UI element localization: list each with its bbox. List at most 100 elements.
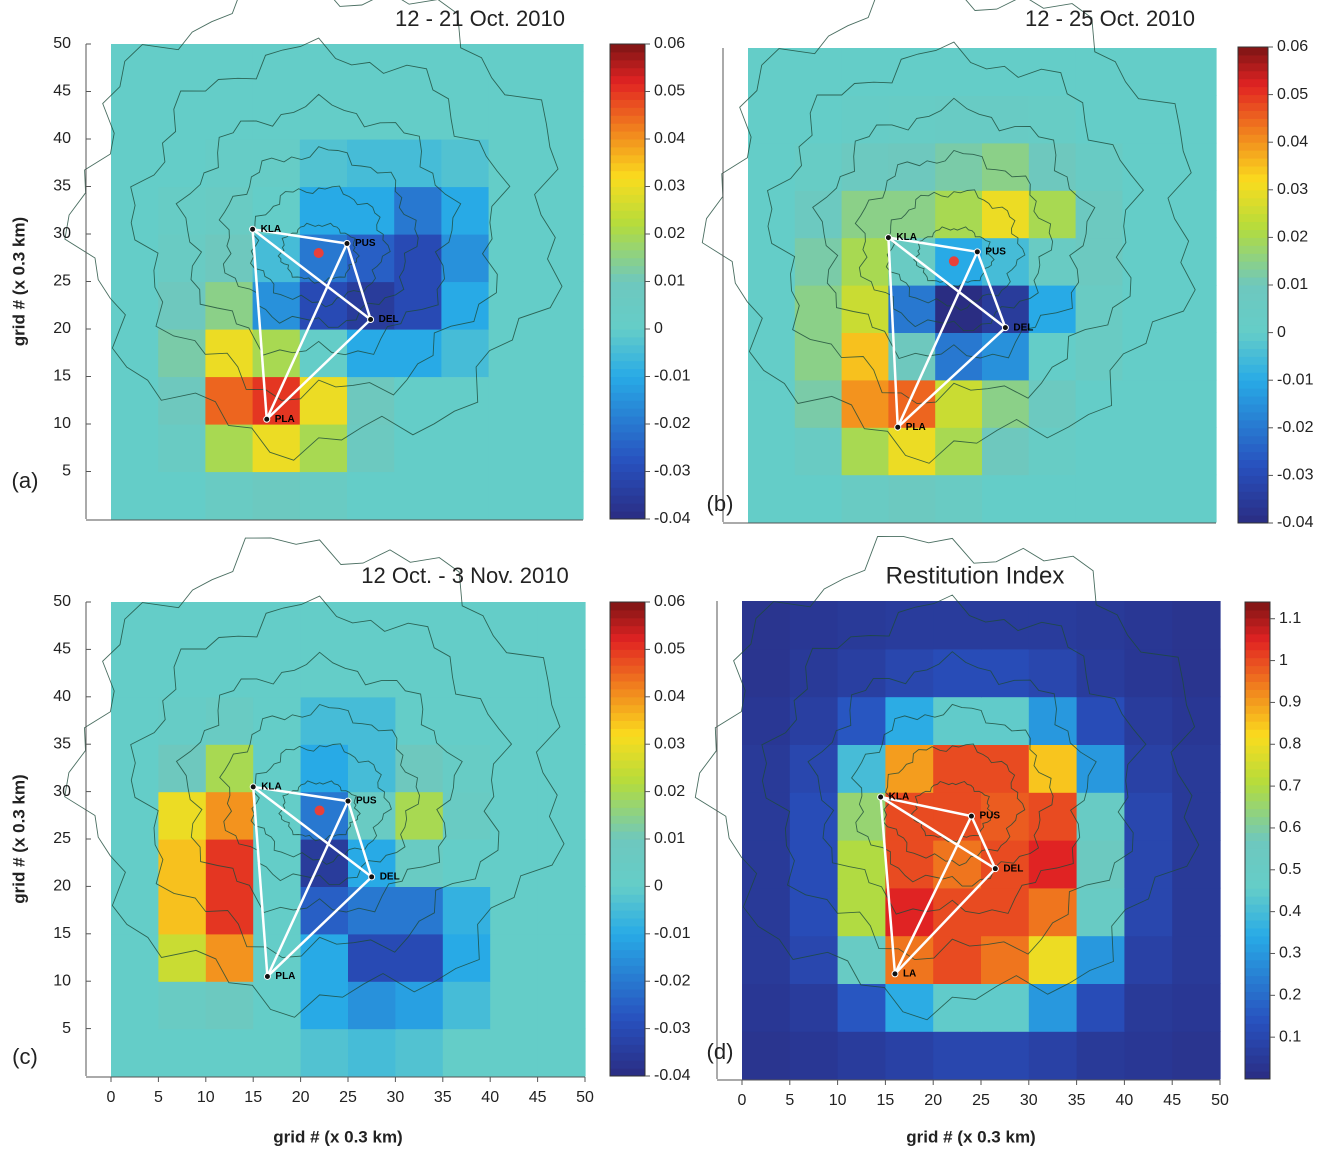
y-tick-label: 50	[53, 593, 71, 610]
colorbar-step	[610, 400, 645, 409]
station-label: DEL	[379, 314, 399, 325]
colorbar-step	[610, 431, 645, 441]
heatmap-cell	[1075, 474, 1123, 523]
heatmap-cell	[1075, 190, 1123, 239]
heatmap-cell	[442, 696, 491, 745]
colorbar-step	[1245, 673, 1270, 682]
colorbar-step	[610, 241, 645, 251]
colorbar-step	[610, 51, 645, 61]
y-tick-label: 25	[53, 830, 71, 847]
heatmap-cell	[933, 744, 982, 793]
colorbar-step	[1238, 261, 1268, 270]
heatmap-cell	[441, 424, 490, 473]
colorbar-step	[610, 1020, 645, 1030]
heatmap-cell	[1124, 648, 1173, 698]
heatmap-cell	[885, 840, 934, 889]
colorbar-tick-label: 0.05	[1277, 86, 1308, 103]
heatmap-cell	[395, 981, 444, 1030]
colorbar-step	[610, 392, 645, 401]
contour	[882, 743, 1026, 867]
heatmap-cell	[537, 744, 586, 793]
network-edge	[976, 251, 1007, 329]
colorbar-step	[610, 321, 645, 330]
heatmap-cell	[742, 983, 791, 1032]
heatmap-cell	[111, 186, 159, 235]
colorbar-step	[610, 704, 645, 714]
heatmap-cell	[888, 95, 936, 144]
y-axis-label: grid # (x 0.3 km)	[9, 774, 28, 903]
colorbar-tick-label: 0.06	[1277, 38, 1308, 55]
heatmap-cell	[253, 744, 302, 793]
colorbar-step	[610, 313, 645, 322]
colorbar-step	[1245, 808, 1270, 818]
heatmap-cell	[1028, 237, 1077, 286]
heatmap-cell	[535, 376, 584, 425]
heatmap-cell	[442, 933, 491, 982]
heatmap-cell	[252, 91, 301, 140]
heatmap-cell	[885, 983, 934, 1032]
chart-title: 12 - 21 Oct. 2010	[395, 6, 565, 31]
colorbar-step	[1245, 768, 1270, 778]
colorbar-step	[610, 99, 645, 108]
heatmap-cell	[1076, 696, 1125, 745]
station	[368, 873, 376, 881]
colorbar-tick-label: 0.03	[654, 178, 685, 195]
heatmap-cell	[394, 376, 442, 425]
colorbar-step	[1238, 102, 1268, 111]
colorbar-tick-label: 0	[1277, 324, 1286, 341]
contour	[854, 149, 1054, 332]
colorbar-tick-label: -0.01	[654, 925, 691, 942]
colorbar-step	[610, 273, 645, 282]
heatmap-cell	[253, 791, 302, 840]
colorbar-step	[1238, 300, 1268, 310]
colorbar-step	[610, 665, 645, 674]
heatmap-cell	[441, 234, 490, 283]
heatmap-cell	[535, 234, 584, 283]
heatmap-cell	[205, 696, 254, 745]
heatmap-cell	[253, 649, 302, 698]
heatmap-cell	[347, 424, 395, 473]
heatmap-cell	[158, 981, 207, 1030]
contour	[175, 651, 463, 914]
heatmap-cell	[111, 139, 159, 188]
x-tick-label: 0	[738, 1092, 747, 1109]
colorbar-step	[610, 673, 645, 682]
colorbar-step	[610, 870, 645, 879]
colorbar-tick-label: 0.8	[1279, 735, 1301, 752]
colorbar-step	[1245, 832, 1270, 841]
x-tick-label: 50	[1211, 1092, 1229, 1109]
heatmap-cell	[395, 602, 444, 650]
contour	[761, 594, 1147, 961]
colorbar-tick-label: 1.1	[1279, 610, 1301, 627]
heatmap-cell	[748, 142, 796, 191]
heatmap-cell	[1075, 237, 1123, 286]
colorbar-step	[610, 329, 645, 338]
colorbar-step	[610, 344, 645, 354]
network-edge	[894, 867, 997, 975]
heatmap-cell	[1122, 474, 1170, 523]
colorbar-step	[610, 846, 645, 856]
heatmap-cell	[395, 933, 444, 982]
heatmap-cell	[1172, 983, 1221, 1032]
heatmap-cell	[442, 981, 491, 1030]
colorbar-step	[610, 1004, 645, 1014]
colorbar-step	[610, 424, 645, 433]
colorbar-step	[610, 186, 645, 195]
heatmap-cell	[395, 649, 444, 698]
colorbar-step	[610, 886, 645, 895]
colorbar-tick-label: 1	[1279, 652, 1288, 669]
colorbar-step	[1238, 427, 1268, 437]
heatmap-cell	[348, 696, 396, 745]
heatmap-cell	[794, 142, 843, 191]
heatmap-cell	[158, 1028, 207, 1077]
heatmap-cell	[1124, 792, 1173, 841]
colorbar-tick-label: 0.06	[654, 35, 685, 52]
colorbar-tick-label: 0.03	[1277, 181, 1308, 198]
contour	[277, 222, 360, 284]
colorbar-step	[1238, 435, 1268, 445]
heatmap-cell	[981, 887, 1030, 937]
heatmap-cell	[1169, 95, 1217, 144]
heatmap-cell	[441, 186, 490, 235]
colorbar-step	[610, 783, 645, 793]
